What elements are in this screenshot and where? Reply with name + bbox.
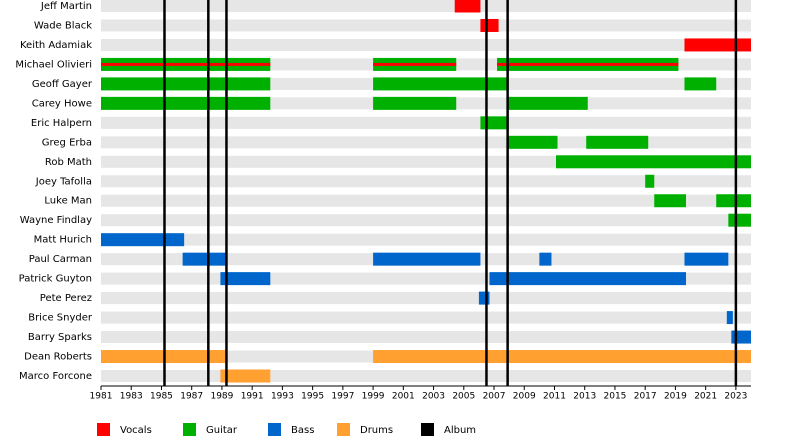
- y-tick-label: Geoff Gayer: [32, 79, 93, 90]
- bar: [182, 252, 227, 266]
- bar: [645, 174, 655, 188]
- y-tick-label: Matt Hurich: [34, 235, 92, 246]
- bar: [220, 272, 271, 286]
- bar: [480, 18, 499, 32]
- x-tick-label: 1993: [271, 392, 294, 402]
- x-tick-label: 2015: [604, 392, 627, 402]
- row-stripe: [101, 194, 751, 207]
- bar: [716, 194, 751, 208]
- x-tick-label: 1983: [120, 392, 143, 402]
- bar: [684, 38, 751, 52]
- x-tick-label: 1981: [90, 392, 113, 402]
- bar: [101, 96, 271, 110]
- row-stripe: [101, 175, 751, 188]
- bar: [373, 350, 751, 364]
- bar: [101, 62, 271, 66]
- bar: [373, 62, 457, 66]
- y-tick-label: Marco Forcone: [19, 371, 92, 382]
- y-tick-label: Barry Sparks: [28, 332, 92, 343]
- legend-swatch: [421, 423, 434, 436]
- x-tick-label: 2013: [573, 392, 596, 402]
- legend-swatch: [337, 423, 350, 436]
- legend-label: Album: [444, 425, 476, 436]
- y-tick-label: Paul Carman: [29, 254, 92, 265]
- bar: [556, 155, 751, 169]
- x-tick-label: 1997: [331, 392, 354, 402]
- x-tick-label: 2009: [513, 392, 536, 402]
- x-tick-label: 2005: [452, 392, 475, 402]
- bar: [684, 77, 717, 91]
- y-tick-label: Greg Erba: [42, 137, 92, 148]
- bar: [101, 233, 185, 247]
- x-tick-label: 2019: [664, 392, 687, 402]
- bar: [497, 62, 679, 66]
- row-stripe: [101, 116, 751, 129]
- row-stripe: [101, 233, 751, 246]
- y-tick-label: Jeff Martin: [40, 1, 92, 12]
- bar: [373, 96, 457, 110]
- x-tick-label: 2001: [392, 392, 415, 402]
- bar: [480, 116, 508, 130]
- y-tick-label: Carey Howe: [32, 98, 92, 109]
- y-tick-label: Brice Snyder: [28, 313, 93, 324]
- x-tick-label: 2017: [634, 392, 657, 402]
- bar: [507, 96, 588, 110]
- row-stripe: [101, 19, 751, 32]
- y-tick-label: Joey Tafolla: [35, 176, 92, 187]
- row-stripe: [101, 136, 751, 149]
- x-tick-label: 1995: [301, 392, 324, 402]
- bar: [654, 194, 686, 208]
- y-tick-label: Keith Adamiak: [20, 40, 92, 51]
- bar: [101, 77, 271, 91]
- x-tick-label: 1999: [362, 392, 385, 402]
- y-tick-label: Dean Roberts: [24, 352, 92, 363]
- x-tick-label: 2003: [422, 392, 445, 402]
- y-tick-label: Luke Man: [44, 196, 92, 207]
- legend-swatch: [97, 423, 110, 436]
- legend-swatch: [183, 423, 196, 436]
- x-tick-label: 1985: [150, 392, 173, 402]
- y-tick-label: Rob Math: [45, 157, 92, 168]
- legend-label: Vocals: [120, 425, 152, 436]
- bar: [684, 252, 729, 266]
- y-tick-label: Patrick Guyton: [19, 274, 92, 285]
- x-tick-label: 1991: [241, 392, 264, 402]
- row-stripe: [101, 331, 751, 344]
- legend-label: Bass: [291, 425, 314, 436]
- bar: [220, 369, 271, 383]
- x-tick-label: 2021: [694, 392, 717, 402]
- bar: [373, 252, 481, 266]
- x-tick-label: 1989: [210, 392, 233, 402]
- row-stripe: [101, 214, 751, 227]
- y-tick-label: Wade Black: [34, 20, 92, 31]
- bar: [731, 330, 751, 344]
- bar: [507, 135, 558, 149]
- y-tick-label: Wayne Findlay: [20, 215, 92, 226]
- x-tick-label: 2023: [724, 392, 747, 402]
- bar: [489, 272, 686, 286]
- bar: [726, 311, 733, 325]
- bar: [373, 77, 508, 91]
- bar: [586, 135, 649, 149]
- y-tick-label: Eric Halpern: [31, 118, 92, 129]
- legend-swatch: [268, 423, 281, 436]
- bar: [478, 291, 490, 305]
- bar: [728, 213, 751, 227]
- row-stripe: [101, 292, 751, 305]
- row-stripe: [101, 370, 751, 382]
- y-tick-label: Pete Perez: [40, 293, 92, 304]
- x-tick-label: 2011: [543, 392, 566, 402]
- bar: [539, 252, 552, 266]
- x-tick-label: 1987: [180, 392, 203, 402]
- row-stripe: [101, 38, 751, 51]
- row-stripe: [101, 0, 751, 12]
- y-tick-label: Michael Olivieri: [15, 59, 92, 70]
- bar: [454, 0, 481, 13]
- x-tick-label: 2007: [483, 392, 506, 402]
- row-stripe: [101, 311, 751, 324]
- legend-label: Drums: [360, 425, 393, 436]
- legend-label: Guitar: [206, 425, 238, 436]
